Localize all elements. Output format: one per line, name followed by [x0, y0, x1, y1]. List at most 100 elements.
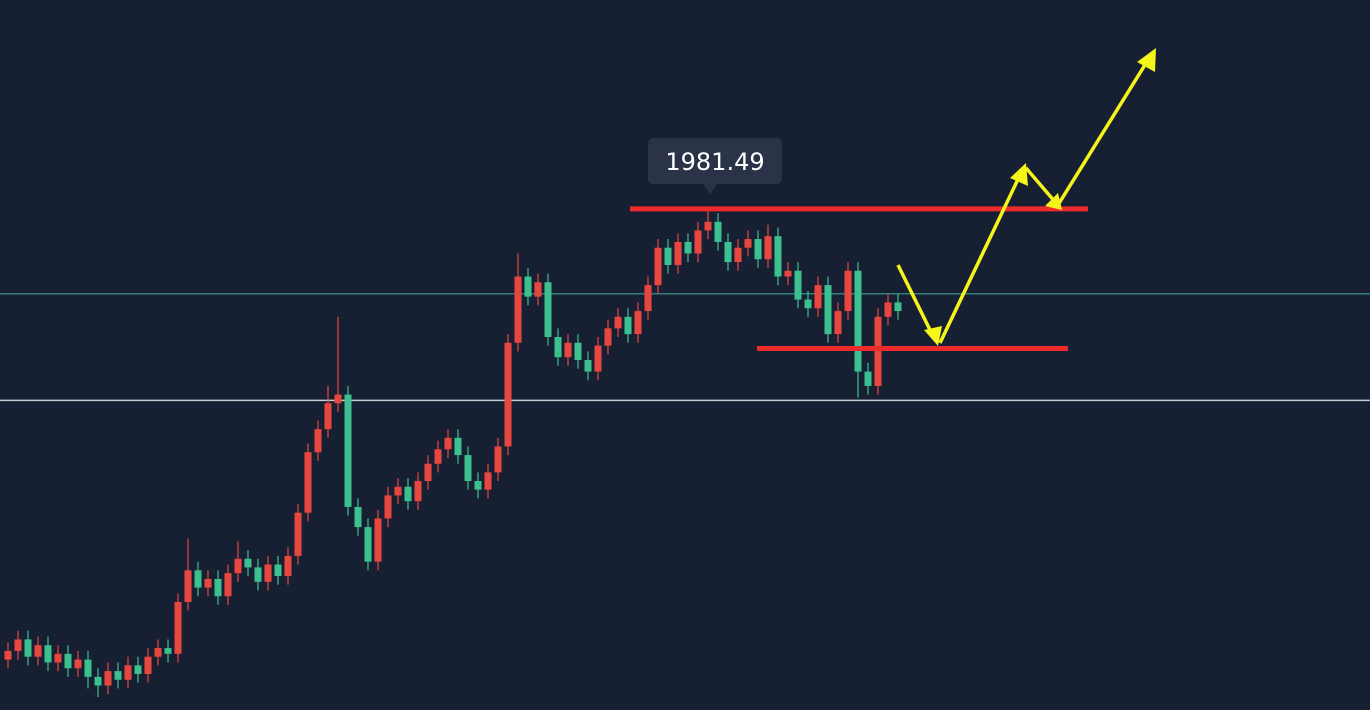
candle-body: [444, 437, 452, 450]
candle-body: [314, 429, 322, 453]
candle-body: [864, 371, 872, 386]
candle-body: [604, 328, 612, 346]
candle-body: [84, 659, 92, 677]
candle-body: [784, 270, 792, 277]
candle-body: [514, 276, 522, 343]
candle-body: [724, 241, 732, 263]
candle-body: [644, 285, 652, 312]
candle-body: [894, 302, 902, 312]
candle-body: [504, 342, 512, 447]
candle-body: [304, 452, 312, 513]
candle-body: [294, 512, 302, 556]
candle-body: [694, 230, 702, 254]
candle-body: [74, 659, 82, 669]
candle-body: [884, 302, 892, 317]
candle-body: [664, 247, 672, 265]
candle-body: [484, 472, 492, 490]
candle-body: [64, 653, 72, 669]
candle-body: [384, 495, 392, 519]
candle-body: [874, 316, 882, 386]
candle-body: [634, 311, 642, 335]
candle-body: [324, 403, 332, 430]
candle-body: [254, 567, 262, 582]
candle-body: [154, 648, 162, 657]
candle-body: [754, 239, 762, 260]
candle-body: [434, 449, 442, 464]
candle-body: [114, 671, 122, 680]
projection-arrows: [896, 48, 1156, 346]
candle-body: [554, 336, 562, 358]
candle-body: [364, 527, 372, 562]
candle-body: [374, 518, 382, 562]
arrow-head: [1137, 48, 1156, 72]
candle-body: [24, 639, 32, 657]
candle-body: [544, 282, 552, 337]
candle-body: [824, 285, 832, 335]
candle-body: [714, 221, 722, 242]
candle-body: [534, 282, 542, 297]
candle-body: [474, 481, 482, 490]
candle-body: [404, 486, 412, 502]
candle-body: [494, 446, 502, 473]
candle-body: [274, 564, 282, 577]
candle-body: [834, 311, 842, 335]
candle-body: [234, 558, 242, 574]
candle-body: [734, 247, 742, 263]
candle-body: [854, 270, 862, 372]
candle-body: [144, 656, 152, 674]
arrow-segment: [896, 264, 936, 339]
candle-body: [814, 285, 822, 309]
candle-body: [264, 564, 272, 582]
arrow-head: [924, 326, 942, 346]
candle-body: [104, 671, 112, 686]
candle-body: [54, 653, 62, 663]
candle-body: [464, 455, 472, 482]
candle-body: [14, 639, 22, 651]
candle-body: [344, 394, 352, 507]
arrow-segment: [1056, 59, 1150, 206]
candle-body: [674, 241, 682, 265]
reference-lines: [0, 293, 1370, 402]
candle-body: [334, 394, 342, 404]
candle-body: [34, 645, 42, 657]
price-tag: 1981.49: [648, 138, 782, 194]
candle-body: [164, 648, 172, 654]
arrow-segment: [938, 174, 1022, 344]
candle-body: [844, 270, 852, 312]
candles: [4, 210, 902, 698]
candle-body: [454, 437, 462, 456]
candle-body: [194, 570, 202, 588]
arrow-head: [1045, 193, 1062, 210]
candle-body: [214, 578, 222, 597]
candle-body: [594, 345, 602, 372]
candle-body: [94, 676, 102, 686]
candle-body: [654, 247, 662, 286]
candle-body: [224, 573, 232, 597]
levels: [630, 206, 1088, 352]
candle-body: [614, 316, 622, 329]
candle-body: [424, 463, 432, 482]
candle-body: [744, 239, 752, 248]
candle-body: [284, 555, 292, 577]
candle-body: [414, 481, 422, 502]
candle-body: [124, 665, 132, 680]
candle-body: [204, 578, 212, 588]
candle-body: [774, 236, 782, 277]
candle-body: [244, 558, 252, 568]
candle-body: [764, 236, 772, 260]
candle-body: [624, 316, 632, 335]
candle-body: [394, 486, 402, 496]
price-tag-box: [648, 138, 782, 184]
candle-body: [524, 276, 532, 297]
arrow-head: [1010, 163, 1028, 186]
candle-body: [354, 506, 362, 528]
price-tag-pointer: [703, 184, 717, 194]
candle-body: [684, 241, 692, 254]
candle-body: [184, 570, 192, 602]
candle-body: [794, 270, 802, 300]
candle-body: [44, 645, 52, 663]
candle-body: [704, 221, 712, 231]
